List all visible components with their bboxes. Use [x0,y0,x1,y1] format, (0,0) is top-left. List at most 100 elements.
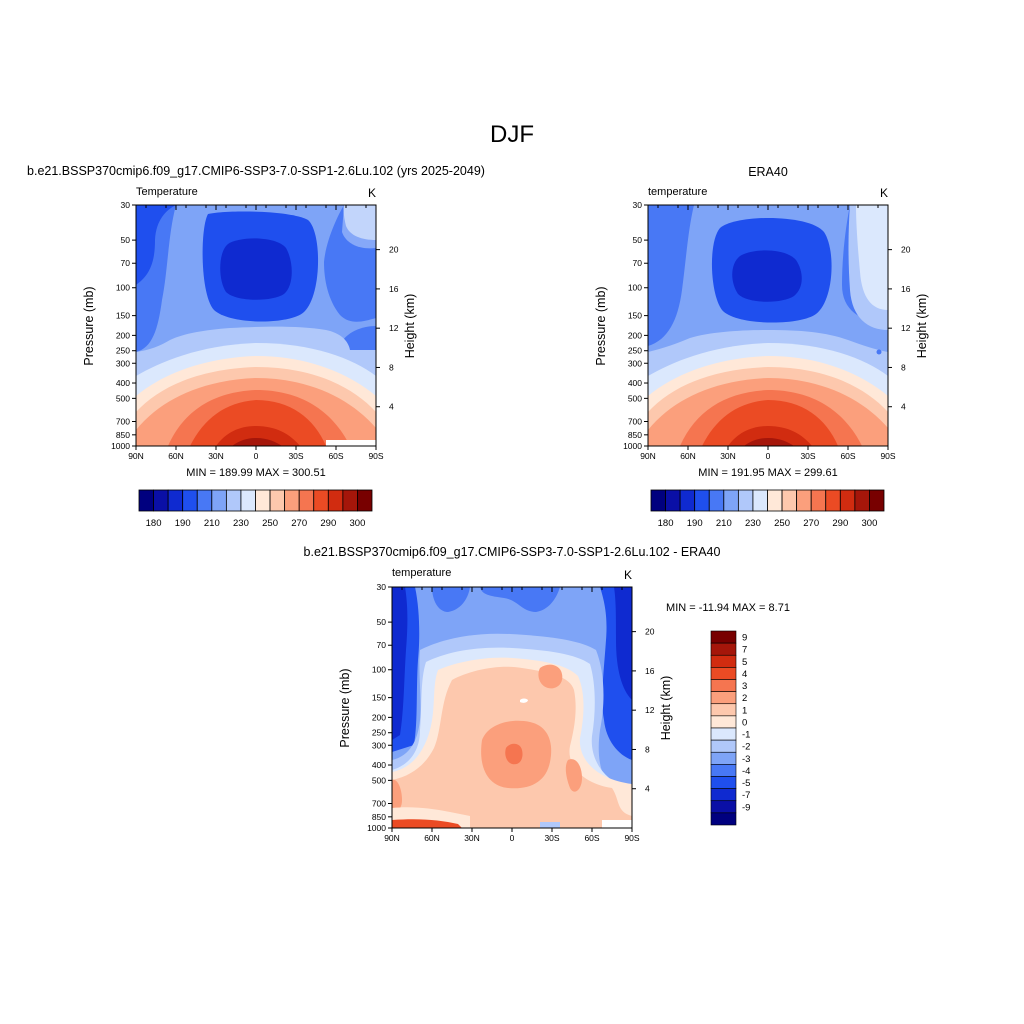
y-right-tick-label: 20 [389,245,399,255]
colorbar-label: 300 [862,518,878,529]
field-fill-230a [342,205,376,249]
panel-diff-ylabel: Pressure (mb) [338,668,352,747]
colorbar-box [298,489,315,512]
x-tick-label: 60S [584,833,599,843]
field-fill-small-patch [876,349,882,355]
colorbar-label: 230 [745,518,761,529]
y-tick-label: 700 [116,416,130,426]
y-tick-label: 70 [377,640,387,650]
field-fill-295 [216,426,300,446]
x-tick-label: 30S [800,451,815,461]
colorbar-label: 9 [742,633,747,644]
colorbar-label: 1 [742,705,747,716]
y-right-tick-label: 4 [645,784,650,794]
colorbar-box [269,489,286,512]
colorbar-label: 190 [175,518,191,529]
colorbar-box [710,679,737,692]
x-tick-label: 90S [624,833,639,843]
y-tick-label: 400 [372,760,386,770]
y-tick-label: 300 [628,358,642,368]
y-tick-label: 500 [628,393,642,403]
y-tick-label: 100 [628,283,642,293]
y-tick-label: 100 [116,283,130,293]
y-tick-label: 400 [628,378,642,388]
panel-era40: ERA40 temperature K 30507010015020025030… [594,165,929,529]
colorbar-box [225,489,242,512]
panel-diff: b.e21.BSSP370cmip6.f09_g17.CMIP6-SSP3-7.… [304,545,790,843]
colorbar-box [313,489,329,512]
field-missing-patch [602,820,632,828]
y-right-tick-label: 8 [389,362,394,372]
colorbar-box [781,489,798,512]
panel-diff-title: b.e21.BSSP370cmip6.f09_g17.CMIP6-SSP3-7.… [304,545,721,559]
y-tick-label: 50 [633,235,643,245]
colorbar-box [679,489,696,512]
colorbar-box [810,489,827,512]
colorbar-label: 210 [716,518,732,529]
field-fill-190 [732,250,802,302]
panel-era40-colorbar: 180 190 210 230 250 270 290 300 [650,489,885,529]
colorbar-box [342,489,358,512]
colorbar-box [710,703,737,717]
colorbar-label: 5 [742,657,747,668]
field-fill-m3-top [432,587,470,612]
y-tick-label: 500 [372,775,386,785]
y-right-tick-label: 4 [389,402,394,412]
colorbar-label: -4 [742,766,750,777]
y-tick-label: 150 [372,693,386,703]
y-right-tick-label: 16 [901,284,911,294]
x-tick-label: 60N [680,451,696,461]
colorbar-label: 290 [832,518,848,529]
y-tick-label: 150 [116,311,130,321]
colorbar-box [708,489,725,512]
panel-model-ylabel: Pressure (mb) [82,286,96,365]
panel-era40-units-label: K [880,186,888,200]
x-tick-label: 30N [464,833,480,843]
y-tick-label: 1000 [367,823,386,833]
y-tick-label: 70 [121,258,131,268]
colorbar-label: 210 [204,518,220,529]
colorbar-box [710,776,737,789]
field-fill-3d [392,779,402,811]
colorbar-label: 300 [350,518,366,529]
y-tick-label: 30 [121,200,131,210]
colorbar-box [710,667,737,680]
panel-model: b.e21.BSSP370cmip6.f09_g17.CMIP6-SSP3-7.… [27,164,485,529]
panel-era40-stats: MIN = 191.95 MAX = 299.61 [698,467,837,479]
y-right-tick-label: 16 [389,284,399,294]
colorbar-box [710,812,737,826]
colorbar-label: 250 [262,518,278,529]
field-fill-m5 [392,587,408,740]
y-right-tick-label: 4 [901,402,906,412]
colorbar-box [710,654,737,668]
colorbar-box [665,489,681,512]
colorbar-box [854,489,870,512]
panel-diff-stats: MIN = -11.94 MAX = 8.71 [666,602,790,614]
y-tick-label: 850 [116,430,130,440]
main-title: DJF [490,121,534,148]
colorbar-box [710,642,737,656]
colorbar-label: -5 [742,778,750,789]
colorbar-box [153,489,169,512]
colorbar-box [710,715,737,729]
y-tick-label: 1000 [111,441,130,451]
colorbar-label: 290 [320,518,336,529]
colorbar-box [752,489,768,512]
panel-model-colorbar: 180 190 210 230 250 270 290 300 [138,489,373,529]
colorbar-label: 7 [742,645,747,656]
panel-model-ylabel-right: Height (km) [403,294,417,359]
colorbar-label: 2 [742,693,747,704]
field-fill-200 [136,205,176,285]
panel-diff-units-label: K [624,568,632,582]
y-right-tick-label: 16 [645,666,655,676]
field-fill-210-left [648,205,690,322]
x-tick-label: 90N [128,451,144,461]
x-tick-label: 60N [424,833,440,843]
colorbar-box [138,489,154,512]
x-tick-label: 0 [766,451,771,461]
colorbar-box [255,489,271,512]
colorbar-box [710,751,737,765]
field-missing-patch [326,440,376,446]
y-tick-label: 700 [628,416,642,426]
